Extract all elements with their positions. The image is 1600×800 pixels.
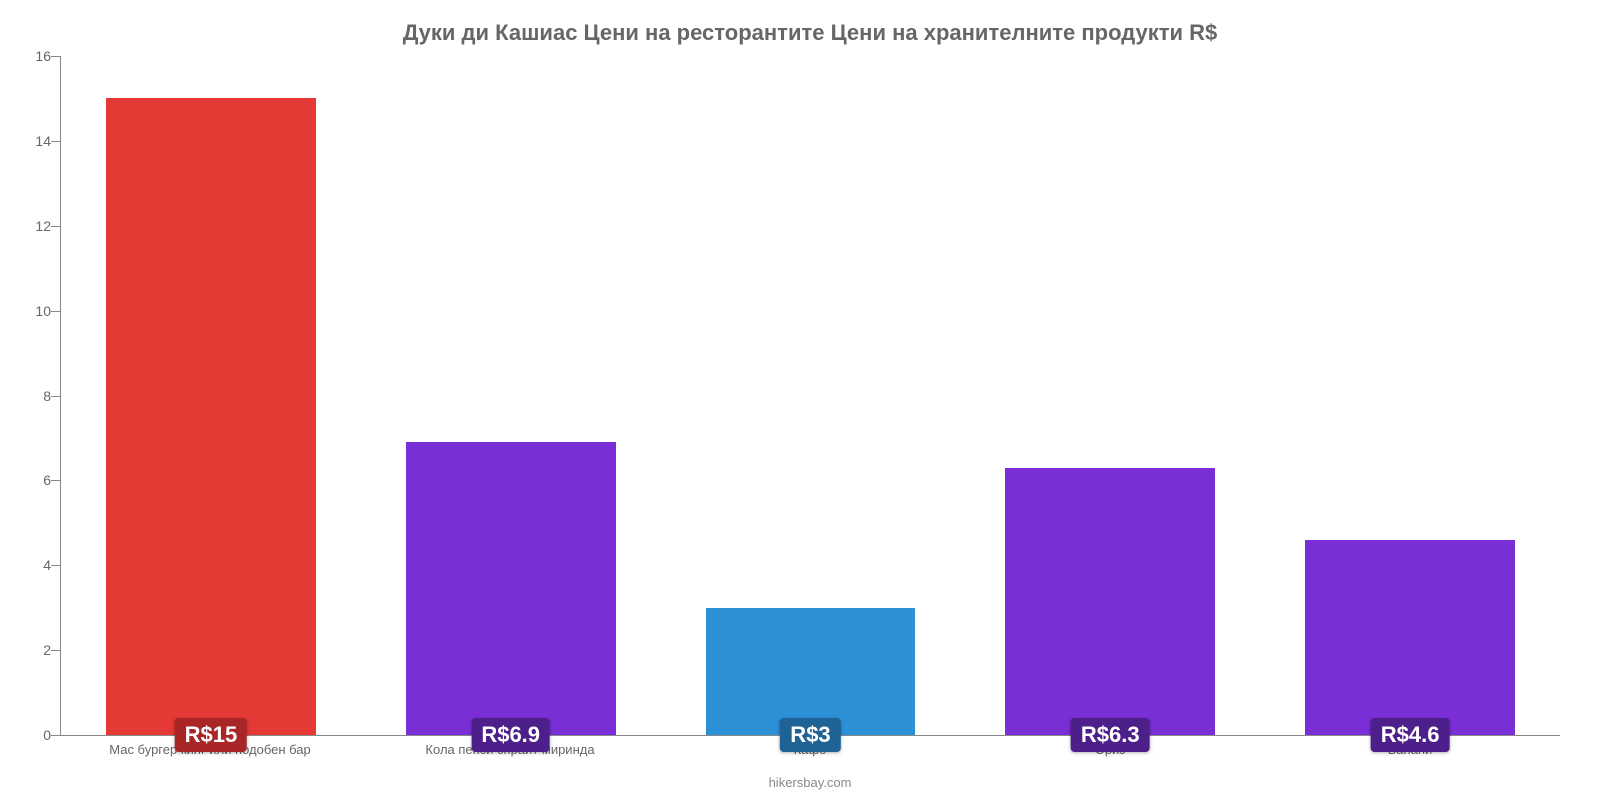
bar-value-label: R$3 (780, 718, 840, 752)
y-tick (51, 480, 61, 481)
bar-value-label: R$6.3 (1071, 718, 1150, 752)
y-tick-label: 0 (21, 727, 51, 743)
bars-wrap: R$15 R$6.9 R$3 R$6.3 R$4.6 (61, 56, 1560, 735)
y-tick-label: 4 (21, 557, 51, 573)
bar-slot: R$4.6 (1260, 56, 1560, 735)
bar-value-label: R$6.9 (471, 718, 550, 752)
y-tick-label: 6 (21, 472, 51, 488)
y-tick-label: 10 (21, 303, 51, 319)
y-tick (51, 396, 61, 397)
y-tick (51, 311, 61, 312)
bar-value-label: R$15 (175, 718, 248, 752)
bar-slot: R$6.9 (361, 56, 661, 735)
y-tick (51, 735, 61, 736)
bar-value-label: R$4.6 (1371, 718, 1450, 752)
plot-area: R$15R$6.9R$3R$6.3R$4.6 0246810121416 (60, 56, 1560, 736)
y-tick-label: 16 (21, 48, 51, 64)
bar: R$3 (706, 608, 916, 735)
bar-slot: R$6.3 (960, 56, 1260, 735)
y-tick (51, 565, 61, 566)
y-tick-label: 2 (21, 642, 51, 658)
y-tick (51, 56, 61, 57)
y-tick-label: 12 (21, 218, 51, 234)
bar: R$4.6 (1305, 540, 1515, 735)
attribution-text: hikersbay.com (60, 775, 1560, 790)
y-tick-label: 8 (21, 388, 51, 404)
bar: R$6.3 (1005, 468, 1215, 735)
chart-title: Дуки ди Кашиас Цени на ресторантите Цени… (60, 20, 1560, 46)
y-tick (51, 141, 61, 142)
bar: R$6.9 (406, 442, 616, 735)
bar: R$15 (106, 98, 316, 735)
price-bar-chart: Дуки ди Кашиас Цени на ресторантите Цени… (0, 0, 1600, 800)
bar-slot: R$15 (61, 56, 361, 735)
bar-slot: R$3 (661, 56, 961, 735)
y-tick (51, 226, 61, 227)
y-tick-label: 14 (21, 133, 51, 149)
y-tick (51, 650, 61, 651)
